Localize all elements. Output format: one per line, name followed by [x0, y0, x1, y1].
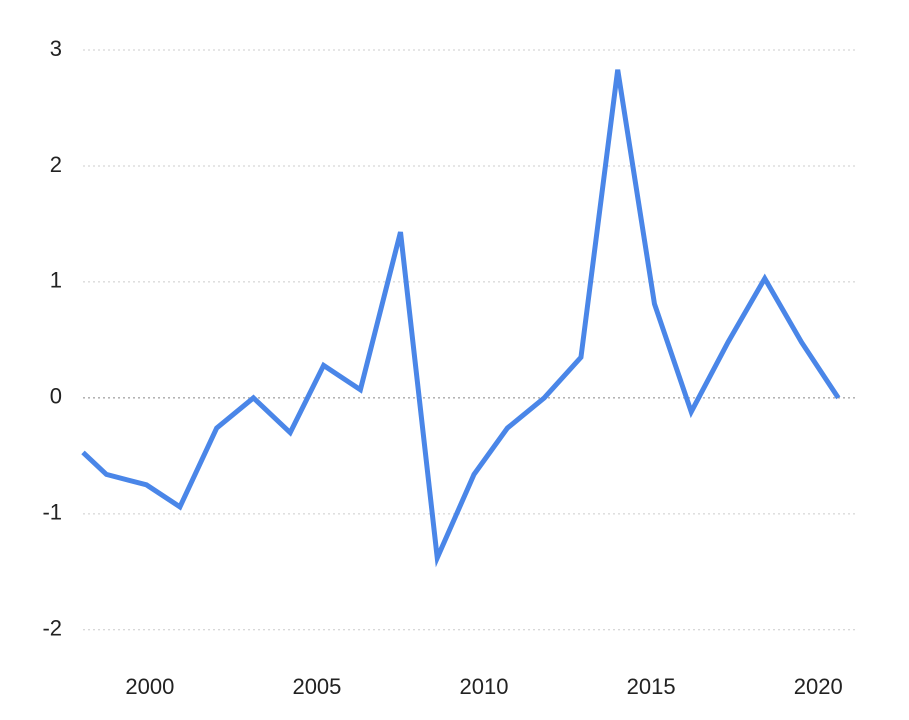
y-tick-label: -2 — [42, 616, 62, 641]
y-tick-label: 2 — [50, 152, 62, 177]
y-tick-label: 0 — [50, 384, 62, 409]
x-tick-label: 2005 — [292, 674, 341, 699]
x-tick-label: 2000 — [125, 674, 174, 699]
y-tick-label: 1 — [50, 268, 62, 293]
x-tick-label: 2010 — [460, 674, 509, 699]
data-line — [81, 69, 841, 568]
x-tick-label: 2020 — [794, 674, 843, 699]
y-tick-label: 3 — [50, 36, 62, 61]
x-tick-label: 2015 — [627, 674, 676, 699]
y-tick-label: -1 — [42, 500, 62, 525]
